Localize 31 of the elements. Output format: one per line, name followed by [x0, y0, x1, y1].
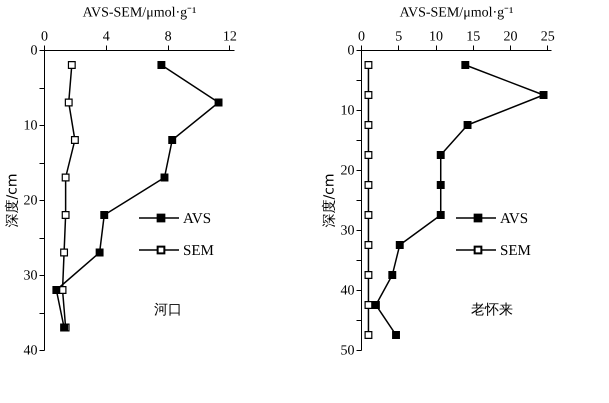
x-tick-label: 4 [102, 30, 110, 44]
y-tick-label: 10 [340, 104, 354, 118]
y-tick-label: 0 [30, 44, 38, 58]
legend-label: AVS [183, 211, 212, 227]
x-tick-label: 5 [395, 30, 402, 44]
y-tick-label: 20 [340, 164, 354, 178]
x-axis-title: AVS-SEM/μmol·g⁻¹ [82, 6, 196, 20]
y-tick-label: 40 [340, 284, 354, 298]
y-tick-label: 10 [24, 118, 38, 134]
legend-label: SEM [500, 243, 531, 259]
x-tick-label: 8 [164, 30, 172, 44]
legend-label: AVS [500, 211, 528, 227]
x-tick-label: 10 [429, 30, 444, 44]
x-tick-label: 20 [504, 30, 518, 44]
x-tick-label: 0 [41, 30, 48, 44]
annotation: 河口 [154, 302, 182, 318]
y-tick-label: 0 [348, 44, 354, 58]
y-tick-label: 40 [24, 344, 38, 358]
y-tick-label: 30 [340, 224, 354, 238]
x-tick-label: 25 [540, 30, 555, 44]
y-tick-label: 20 [24, 194, 38, 208]
annotation: 老怀来 [471, 302, 513, 318]
y-axis-title: 深度/cm [322, 173, 338, 228]
x-tick-label: 15 [466, 30, 480, 44]
y-axis-title: 深度/cm [4, 173, 20, 228]
x-axis-title: AVS-SEM/μmol·g⁻¹ [400, 6, 514, 20]
x-tick-label: 0 [358, 30, 365, 44]
y-tick-label: 50 [340, 344, 354, 358]
x-tick-label: 12 [222, 30, 237, 44]
y-tick-label: 30 [24, 268, 38, 284]
legend-label: SEM [183, 243, 214, 259]
